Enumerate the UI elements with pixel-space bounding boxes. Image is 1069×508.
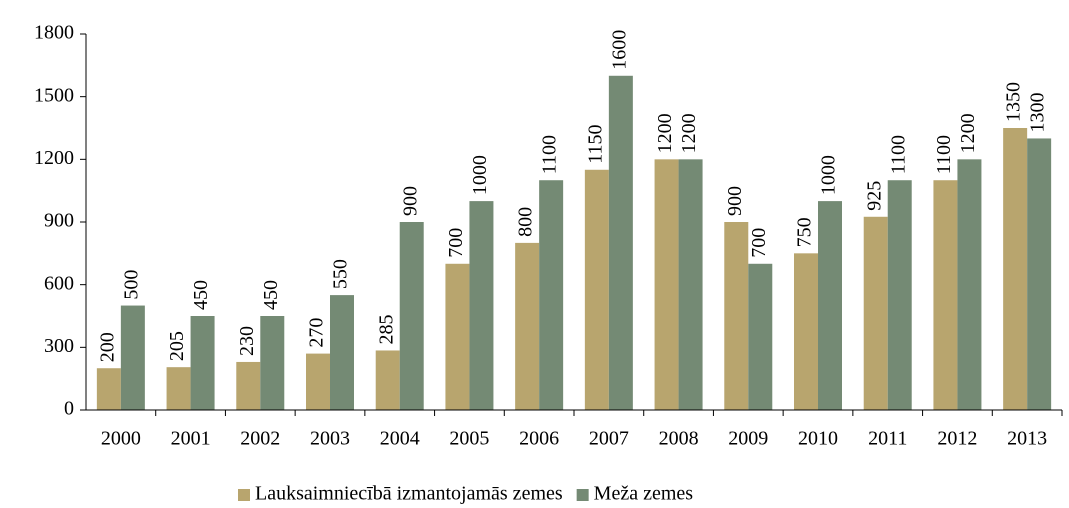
bar [166, 367, 191, 410]
x-tick-label: 2007 [589, 428, 629, 450]
x-tick-label: 2004 [380, 428, 420, 450]
bar [120, 305, 145, 410]
x-tick-label: 2002 [240, 428, 280, 450]
bar [957, 159, 982, 410]
data-label: 450 [190, 280, 212, 310]
data-label: 1100 [933, 135, 955, 174]
bar [608, 75, 633, 411]
data-label: 230 [236, 326, 258, 356]
x-tick-label: 2013 [1007, 428, 1047, 450]
bar [190, 316, 215, 410]
y-tick-label: 600 [44, 272, 74, 294]
bar [236, 361, 261, 410]
data-label: 1600 [608, 30, 630, 70]
data-label: 285 [375, 314, 397, 344]
bar [887, 180, 912, 410]
data-label: 205 [166, 331, 188, 361]
x-tick-label: 2008 [659, 428, 699, 450]
data-label: 1200 [957, 113, 979, 153]
bar [863, 216, 888, 410]
legend-label: Lauksaimniecībā izmantojamās zemes [255, 483, 563, 505]
y-tick-label: 1800 [34, 22, 74, 44]
legend-swatch [238, 489, 250, 501]
bar [96, 368, 121, 410]
bar [445, 263, 470, 410]
legend-swatch [576, 489, 589, 501]
x-tick-label: 2005 [449, 428, 489, 450]
bar [330, 295, 354, 410]
data-label: 1150 [584, 125, 606, 164]
bar [933, 180, 958, 410]
bar [818, 201, 842, 410]
data-label: 750 [794, 217, 816, 247]
data-label: 1200 [654, 113, 676, 153]
bar [654, 159, 679, 410]
data-label: 700 [748, 228, 770, 258]
bar [306, 353, 330, 410]
data-label: 925 [863, 181, 885, 211]
data-label: 1100 [887, 135, 909, 174]
bar [724, 222, 749, 410]
x-tick-label: 2010 [798, 428, 838, 450]
data-label: 1300 [1027, 92, 1049, 132]
legend-label: Meža zemes [594, 483, 694, 505]
bar [584, 169, 609, 410]
bar [399, 222, 424, 410]
bar [1003, 128, 1028, 410]
x-tick-label: 2011 [868, 428, 907, 450]
x-tick-label: 2009 [728, 428, 768, 450]
bar [539, 180, 564, 410]
bar [515, 242, 540, 410]
bar [678, 159, 703, 410]
y-tick-label: 0 [64, 398, 74, 420]
data-label: 900 [724, 186, 746, 216]
data-label: 1350 [1003, 82, 1025, 122]
x-tick-label: 2000 [101, 428, 141, 450]
bar [1027, 138, 1052, 410]
y-tick-label: 300 [44, 335, 74, 357]
data-label: 1000 [469, 155, 491, 195]
bar [748, 263, 773, 410]
bar [469, 201, 494, 410]
data-label: 200 [96, 332, 118, 362]
data-label: 450 [260, 280, 282, 310]
data-label: 1200 [678, 113, 700, 153]
y-tick-label: 900 [44, 210, 74, 232]
x-tick-label: 2001 [171, 428, 211, 450]
data-label: 1100 [539, 135, 561, 174]
data-label: 270 [306, 318, 328, 348]
x-tick-label: 2003 [310, 428, 350, 450]
y-tick-label: 1500 [34, 84, 74, 106]
bar [794, 253, 818, 410]
data-label: 900 [399, 186, 421, 216]
data-label: 1000 [818, 155, 840, 195]
x-tick-label: 2006 [519, 428, 559, 450]
data-label: 700 [445, 228, 467, 258]
data-label: 500 [120, 270, 142, 300]
y-tick-label: 1200 [34, 147, 74, 169]
data-label: 550 [330, 259, 352, 289]
data-label: 800 [515, 207, 537, 237]
bar [375, 350, 400, 410]
bar [260, 316, 285, 410]
x-tick-label: 2012 [937, 428, 977, 450]
